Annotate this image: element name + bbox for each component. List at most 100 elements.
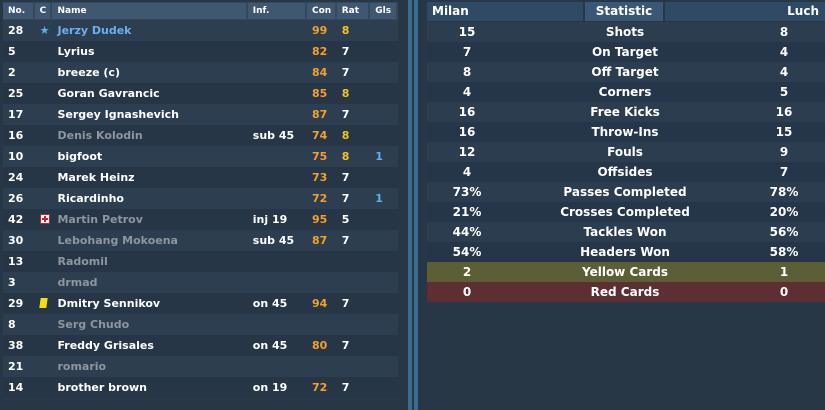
player-status (35, 356, 51, 377)
table-row[interactable]: 26 Ricardinho 72 7 1 (3, 188, 398, 209)
header-home-team: Milan (427, 2, 583, 21)
player-name[interactable]: Dmitry Sennikov (57, 297, 161, 310)
player-goals (370, 293, 396, 314)
table-row[interactable]: 16 Denis Kolodin sub 45 74 8 (3, 125, 398, 146)
player-name[interactable]: Martin Petrov (57, 213, 143, 226)
player-rating: 7 (341, 171, 350, 184)
player-rating: 8 (341, 150, 350, 163)
stat-home-value: 8 (462, 65, 472, 79)
player-rating: 8 (341, 24, 350, 37)
table-row[interactable]: 28 ★ Jerzy Dudek 99 8 (3, 20, 398, 41)
player-condition: 82 (312, 45, 328, 58)
player-number: 10 (8, 150, 24, 163)
table-row[interactable]: 25 Goran Gavrancic 85 8 (3, 83, 398, 104)
header-rat[interactable]: Rat (336, 3, 369, 19)
player-number: 2 (8, 66, 16, 79)
player-number: 8 (8, 318, 16, 331)
injury-icon (39, 214, 50, 224)
stat-home-value: 54% (452, 245, 482, 259)
stat-row: 15 Shots 8 (427, 22, 825, 42)
stat-away-value: 7 (779, 165, 789, 179)
stat-home-value: 4 (462, 85, 472, 99)
player-name[interactable]: Sergey Ignashevich (57, 108, 179, 121)
player-name[interactable]: Jerzy Dudek (57, 24, 132, 37)
table-row[interactable]: 38 Freddy Grisales on 45 80 7 (3, 335, 398, 356)
player-name[interactable]: Ricardinho (57, 192, 124, 205)
stat-label: Free Kicks (590, 105, 660, 119)
stat-home-value: 15 (458, 25, 476, 39)
table-row[interactable]: 14 brother brown on 19 72 7 (3, 377, 398, 398)
player-name[interactable]: Goran Gavrancic (57, 87, 160, 100)
player-condition: 73 (312, 171, 328, 184)
player-status (35, 125, 51, 146)
player-name[interactable]: Serg Chudo (57, 318, 130, 331)
player-number: 25 (8, 87, 24, 100)
player-name[interactable]: brother brown (57, 381, 147, 394)
header-c[interactable]: C (34, 3, 51, 19)
player-rating: 7 (341, 297, 350, 310)
player-info (248, 41, 305, 62)
player-name[interactable]: Lebohang Mokoena (57, 234, 178, 247)
stat-away-value: 5 (779, 85, 789, 99)
player-condition: 95 (312, 213, 328, 226)
stat-row: 21% Crosses Completed 20% (427, 202, 825, 222)
player-name[interactable]: Radomil (57, 255, 108, 268)
player-name[interactable]: Marek Heinz (57, 171, 135, 184)
header-con[interactable]: Con (307, 3, 335, 19)
player-name[interactable]: Freddy Grisales (57, 339, 154, 352)
player-info (248, 83, 305, 104)
player-condition: 80 (312, 339, 328, 352)
stat-row: 2 Yellow Cards 1 (427, 262, 825, 282)
players-table-body: 28 ★ Jerzy Dudek 99 8 5 Lyrius 82 7 2 breeze (c) 84… (3, 20, 398, 398)
stat-away-value: 78% (769, 185, 799, 199)
player-rating: 5 (341, 213, 350, 226)
table-row[interactable]: 3 drmad (3, 272, 398, 293)
stat-home-value: 44% (452, 225, 482, 239)
table-row[interactable]: 10 bigfoot 75 8 1 (3, 146, 398, 167)
table-row[interactable]: 17 Sergey Ignashevich 87 7 (3, 104, 398, 125)
table-row[interactable]: 30 Lebohang Mokoena sub 45 87 7 (3, 230, 398, 251)
header-inf[interactable]: Inf. (247, 3, 306, 19)
player-name[interactable]: bigfoot (57, 150, 103, 163)
table-row[interactable]: 21 romario (3, 356, 398, 377)
stat-label: Yellow Cards (581, 265, 668, 279)
stat-home-value: 21% (452, 205, 482, 219)
left-scrollbar[interactable] (408, 0, 412, 410)
player-name[interactable]: drmad (57, 276, 98, 289)
right-scrollbar[interactable] (414, 0, 418, 410)
player-number: 13 (8, 255, 24, 268)
player-info (248, 167, 305, 188)
stat-away-value: 9 (779, 145, 789, 159)
table-row[interactable]: 5 Lyrius 82 7 (3, 41, 398, 62)
player-goals (370, 251, 396, 272)
stat-label: Headers Won (580, 245, 670, 259)
player-number: 30 (8, 234, 24, 247)
player-goals (370, 83, 396, 104)
player-number: 14 (8, 381, 24, 394)
stat-home-value: 2 (462, 265, 472, 279)
table-row[interactable]: 8 Serg Chudo (3, 314, 398, 335)
player-number: 26 (8, 192, 24, 205)
player-name[interactable]: romario (57, 360, 107, 373)
stats-table-body: 15 Shots 8 7 On Target 4 8 Off Target 4 4 Corners 5… (427, 22, 825, 302)
player-status (35, 167, 51, 188)
player-goals (370, 314, 396, 335)
player-name[interactable]: Denis Kolodin (57, 129, 143, 142)
header-name[interactable]: Name (52, 3, 246, 19)
player-number: 3 (8, 276, 16, 289)
table-row[interactable]: 24 Marek Heinz 73 7 (3, 167, 398, 188)
header-no[interactable]: No. (3, 3, 33, 19)
stat-label: Shots (605, 25, 645, 39)
player-name[interactable]: Lyrius (57, 45, 95, 58)
table-row[interactable]: 42 Martin Petrov inj 19 95 5 (3, 209, 398, 230)
player-status: ★ (35, 20, 51, 41)
player-name[interactable]: breeze (c) (57, 66, 120, 79)
table-row[interactable]: 2 breeze (c) 84 7 (3, 62, 398, 83)
stat-row: 7 On Target 4 (427, 42, 825, 62)
player-goals: 1 (375, 192, 383, 205)
header-gls[interactable]: Gls (370, 3, 396, 19)
player-number: 29 (8, 297, 24, 310)
table-row[interactable]: 29 Dmitry Sennikov on 45 94 7 (3, 293, 398, 314)
stat-home-value: 16 (458, 125, 476, 139)
table-row[interactable]: 13 Radomil (3, 251, 398, 272)
